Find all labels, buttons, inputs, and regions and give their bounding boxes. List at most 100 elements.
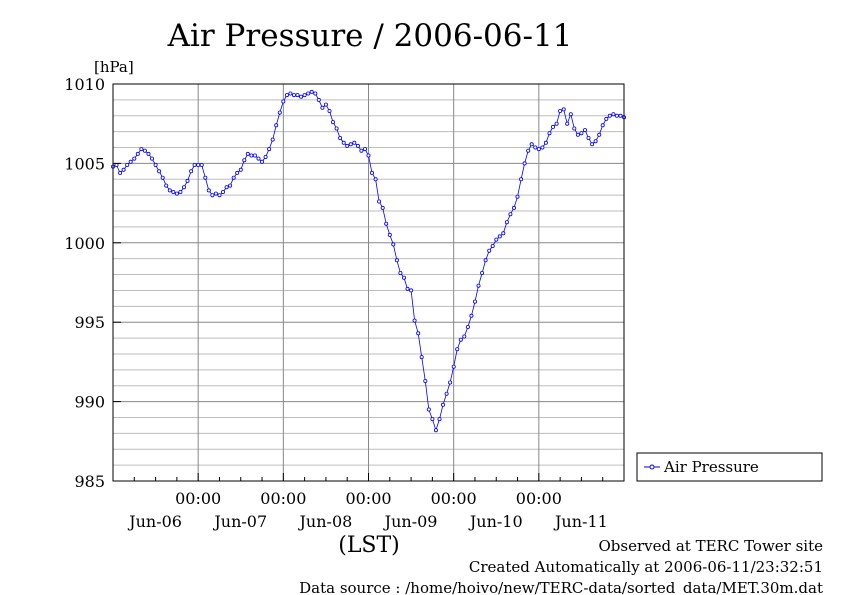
data-point — [210, 193, 215, 198]
data-point — [242, 158, 247, 163]
data-point — [614, 113, 619, 118]
data-point — [362, 147, 367, 152]
data-point — [579, 131, 584, 136]
data-point — [252, 153, 257, 158]
data-point — [299, 94, 304, 99]
data-point — [149, 156, 154, 161]
data-point — [458, 337, 463, 342]
data-point — [583, 128, 588, 133]
x-tick-time-label: 00:00 — [516, 489, 562, 508]
y-tick-label: 990 — [74, 393, 105, 412]
data-point — [561, 107, 566, 112]
data-point — [199, 162, 204, 167]
data-point — [607, 113, 612, 118]
data-point — [522, 161, 527, 166]
data-point — [192, 162, 197, 167]
data-point — [171, 189, 176, 194]
data-point — [284, 93, 289, 98]
data-point — [288, 91, 293, 96]
data-point — [501, 231, 506, 236]
data-point — [366, 153, 371, 158]
y-tick-label: 1010 — [64, 75, 105, 94]
data-point — [121, 167, 126, 172]
data-point — [551, 124, 556, 129]
footer-observed-site: Observed at TERC Tower site — [598, 537, 823, 555]
data-point — [306, 91, 311, 96]
data-point — [494, 237, 499, 242]
data-point — [313, 91, 318, 96]
x-tick-time-label: 00:00 — [175, 489, 221, 508]
data-point — [217, 193, 222, 198]
data-point — [469, 313, 474, 318]
data-point — [387, 232, 392, 237]
data-point — [338, 135, 343, 140]
data-point — [320, 105, 325, 110]
data-point — [590, 142, 595, 147]
data-point — [270, 137, 275, 142]
data-point — [118, 170, 123, 175]
data-point — [384, 221, 389, 226]
y-axis: 985 990 995 1000 1005 1010 — [64, 75, 121, 491]
data-point — [519, 177, 524, 182]
data-point — [462, 334, 467, 339]
data-point — [575, 132, 580, 137]
x-tick-time-label: 00:00 — [431, 489, 477, 508]
data-point — [274, 123, 279, 128]
data-point — [323, 102, 328, 107]
y-axis-unit-label: [hPa] — [94, 58, 134, 76]
data-point — [618, 113, 623, 118]
data-point — [401, 275, 406, 280]
data-point — [238, 167, 243, 172]
data-point — [554, 121, 559, 126]
data-point — [558, 109, 563, 114]
data-point — [316, 97, 321, 102]
data-point — [568, 112, 573, 117]
data-point — [597, 132, 602, 137]
legend[interactable]: Air Pressure — [636, 452, 823, 482]
data-point — [373, 177, 378, 182]
data-point — [178, 189, 183, 194]
data-point — [185, 178, 190, 183]
data-point — [504, 220, 509, 225]
grid-lines — [113, 84, 624, 481]
data-point — [604, 116, 609, 121]
data-point — [426, 407, 431, 412]
data-point — [515, 194, 520, 199]
data-point — [224, 185, 229, 190]
y-tick-label: 995 — [74, 313, 105, 332]
legend-label-air-pressure: Air Pressure — [663, 458, 759, 476]
data-point — [213, 191, 218, 196]
data-point — [465, 324, 470, 329]
chart-title: Air Pressure / 2006-06-11 — [167, 18, 573, 54]
data-point — [480, 270, 485, 275]
data-point — [330, 120, 335, 125]
data-point — [451, 364, 456, 369]
data-point — [291, 93, 296, 98]
data-point — [533, 145, 538, 150]
data-point — [543, 140, 548, 145]
data-point — [423, 378, 428, 383]
data-point — [348, 142, 353, 147]
data-point — [430, 417, 435, 422]
y-tick-label: 1005 — [64, 154, 105, 173]
data-point — [405, 286, 410, 291]
data-point — [487, 248, 492, 253]
x-tick-day-label: Jun-11 — [553, 512, 608, 531]
data-point — [476, 283, 481, 288]
data-point — [600, 123, 605, 128]
data-point — [391, 242, 396, 247]
data-point — [433, 428, 438, 433]
data-point — [409, 288, 414, 293]
data-point — [157, 169, 162, 174]
data-point — [235, 170, 240, 175]
data-point — [540, 145, 545, 150]
data-point — [231, 175, 236, 180]
data-point — [135, 151, 140, 156]
data-point — [334, 126, 339, 131]
data-point — [153, 162, 158, 167]
data-point — [203, 175, 208, 180]
data-point — [256, 156, 261, 161]
data-point — [394, 258, 399, 263]
data-point — [359, 148, 364, 153]
data-point — [196, 162, 201, 167]
